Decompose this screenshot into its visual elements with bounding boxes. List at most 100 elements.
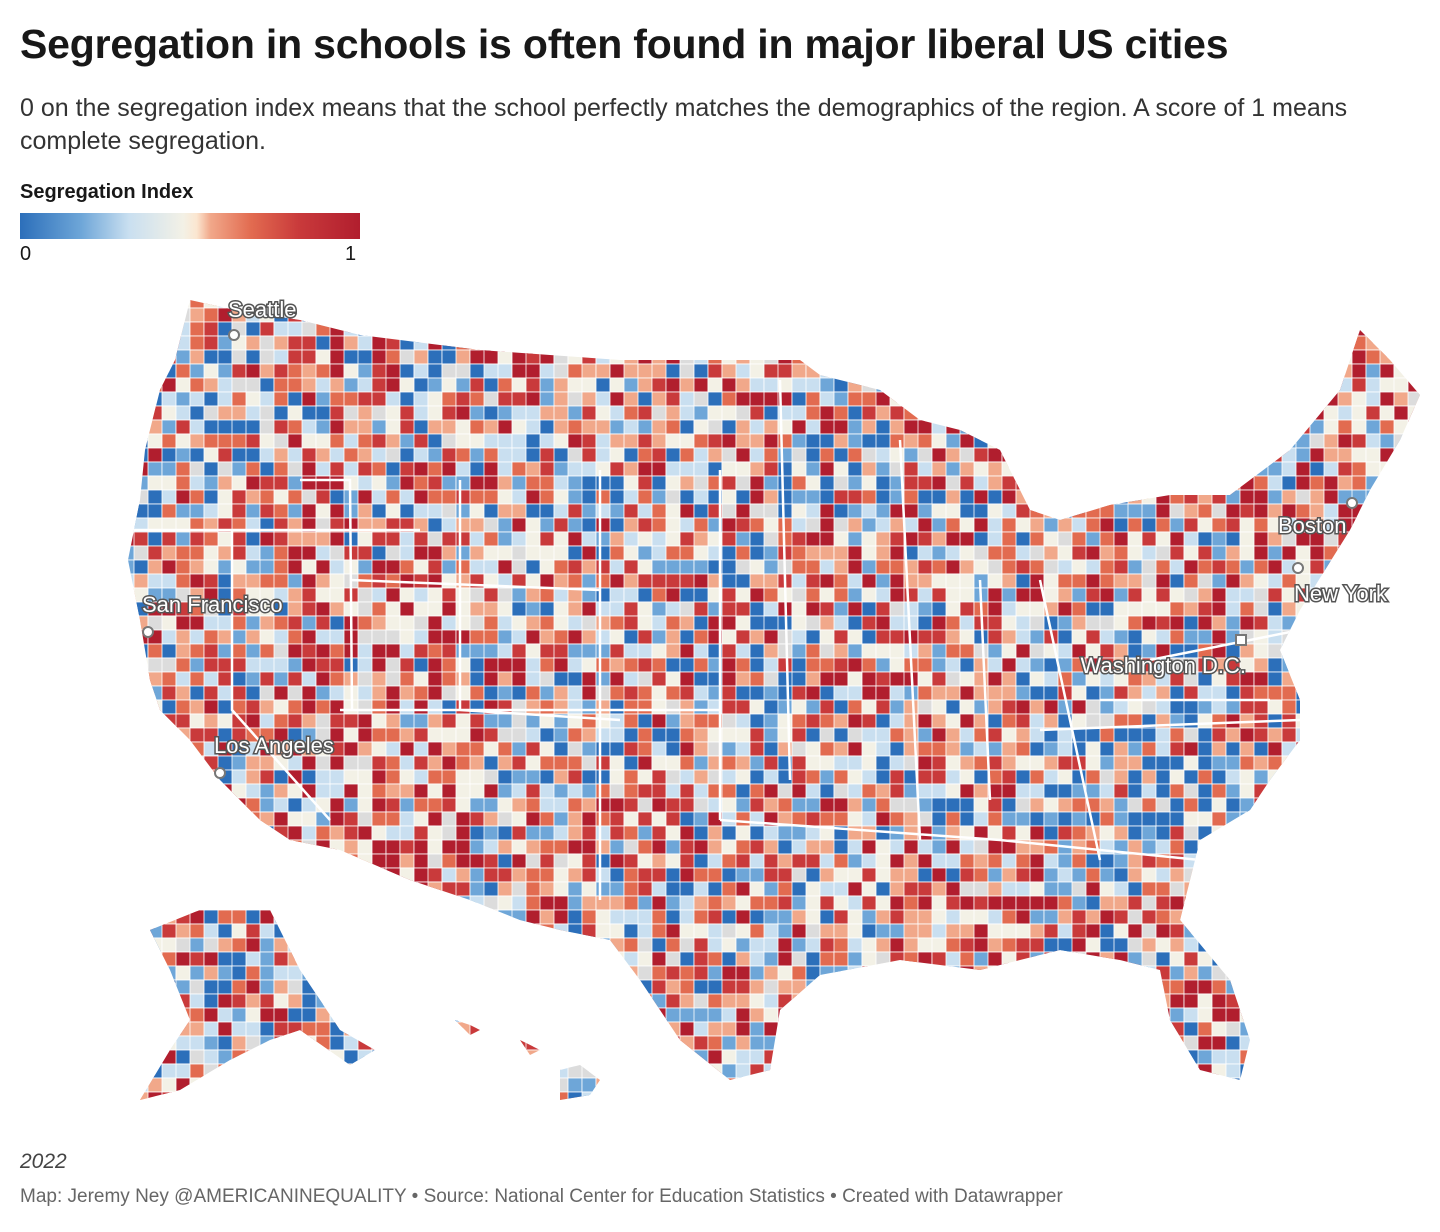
county-cell [1029, 685, 1045, 701]
county-cell [987, 391, 1010, 407]
county-cell [665, 657, 681, 673]
county-cell [609, 405, 625, 421]
county-cell [819, 349, 842, 365]
county-cell [1085, 755, 1101, 771]
county-cell [1407, 685, 1420, 701]
county-cell [1281, 657, 1304, 673]
county-cell [371, 321, 401, 337]
county-cell [1295, 419, 1311, 435]
county-cell [987, 377, 1017, 393]
county-cell [1267, 699, 1283, 715]
county-cell [1043, 993, 1059, 1009]
county-cell [287, 475, 303, 491]
county-cell [917, 335, 933, 351]
county-cell [931, 1007, 954, 1023]
county-cell [203, 349, 219, 365]
county-cell [315, 503, 331, 519]
county-cell [1239, 783, 1255, 799]
county-cell [959, 419, 975, 435]
county-cell [133, 797, 149, 813]
county-cell [1337, 559, 1367, 575]
county-cell [189, 685, 205, 701]
county-cell [385, 993, 415, 1009]
county-cell [581, 363, 597, 379]
county-cell [1351, 363, 1367, 379]
county-cell [1323, 433, 1339, 449]
county-cell [665, 587, 681, 603]
county-cell [973, 489, 989, 505]
county-cell [637, 321, 660, 337]
county-cell [1015, 335, 1045, 351]
county-cell [203, 391, 219, 407]
county-cell [1057, 475, 1087, 491]
legend-min-label: 0 [20, 243, 32, 265]
county-cell [1211, 895, 1234, 911]
county-cell [371, 993, 401, 1009]
county-cell [1015, 349, 1031, 365]
county-cell [1379, 300, 1402, 309]
county-cell [469, 615, 485, 631]
county-cell [455, 405, 471, 421]
county-cell [128, 783, 149, 799]
county-cell [1057, 433, 1087, 449]
chart-subtitle: 0 on the segregation index means that th… [20, 94, 1348, 155]
county-cell [1393, 671, 1409, 687]
county-cell [1337, 1007, 1353, 1023]
county-cell [1295, 727, 1311, 743]
county-cell [1323, 685, 1346, 701]
county-cell [623, 433, 639, 449]
county-cell [1422, 406, 1440, 420]
county-cell [1225, 839, 1248, 855]
county-cell [833, 685, 849, 701]
county-cell [1239, 909, 1269, 925]
county-cell [161, 685, 177, 701]
county-cell [847, 993, 863, 1009]
county-cell [427, 363, 443, 379]
county-cell [189, 895, 212, 911]
county-cell [917, 713, 933, 729]
county-cell [413, 671, 429, 687]
county-cell [567, 937, 590, 953]
county-cell [343, 391, 359, 407]
county-cell [147, 853, 177, 869]
county-cell [385, 965, 401, 981]
county-cell [329, 951, 352, 967]
county-cell [721, 307, 751, 323]
county-cell [959, 405, 982, 421]
county-cell [128, 923, 142, 939]
county-cell [1015, 685, 1031, 701]
county-cell [539, 671, 555, 687]
county-cell [1099, 629, 1115, 645]
county-cell [1043, 503, 1066, 519]
county-cell [469, 685, 485, 701]
county-cell [1029, 433, 1059, 449]
county-cell [987, 405, 1010, 421]
county-cell [287, 797, 303, 813]
county-cell [1422, 770, 1436, 784]
county-cell [1113, 300, 1143, 309]
county-cell [1015, 405, 1045, 421]
county-cell [931, 405, 947, 421]
county-cell [1197, 335, 1220, 351]
county-cell [735, 545, 751, 561]
county-cell [1225, 909, 1255, 925]
county-cell [833, 307, 856, 323]
county-cell [1365, 839, 1388, 855]
county-cell [819, 783, 835, 799]
county-cell [1393, 797, 1409, 813]
county-cell [399, 909, 415, 925]
county-cell [1071, 517, 1087, 533]
county-cell [1001, 405, 1031, 421]
county-cell [1099, 979, 1115, 995]
county-cell [1253, 615, 1269, 631]
county-cell [1043, 853, 1059, 869]
county-cell [581, 531, 597, 547]
county-cell [945, 377, 961, 393]
county-cell [1309, 349, 1325, 365]
county-cell [1323, 727, 1339, 743]
county-cell [1309, 615, 1325, 631]
county-cell [1127, 755, 1143, 771]
county-cell [735, 307, 765, 323]
county-cell [749, 363, 765, 379]
county-cell [637, 909, 653, 925]
